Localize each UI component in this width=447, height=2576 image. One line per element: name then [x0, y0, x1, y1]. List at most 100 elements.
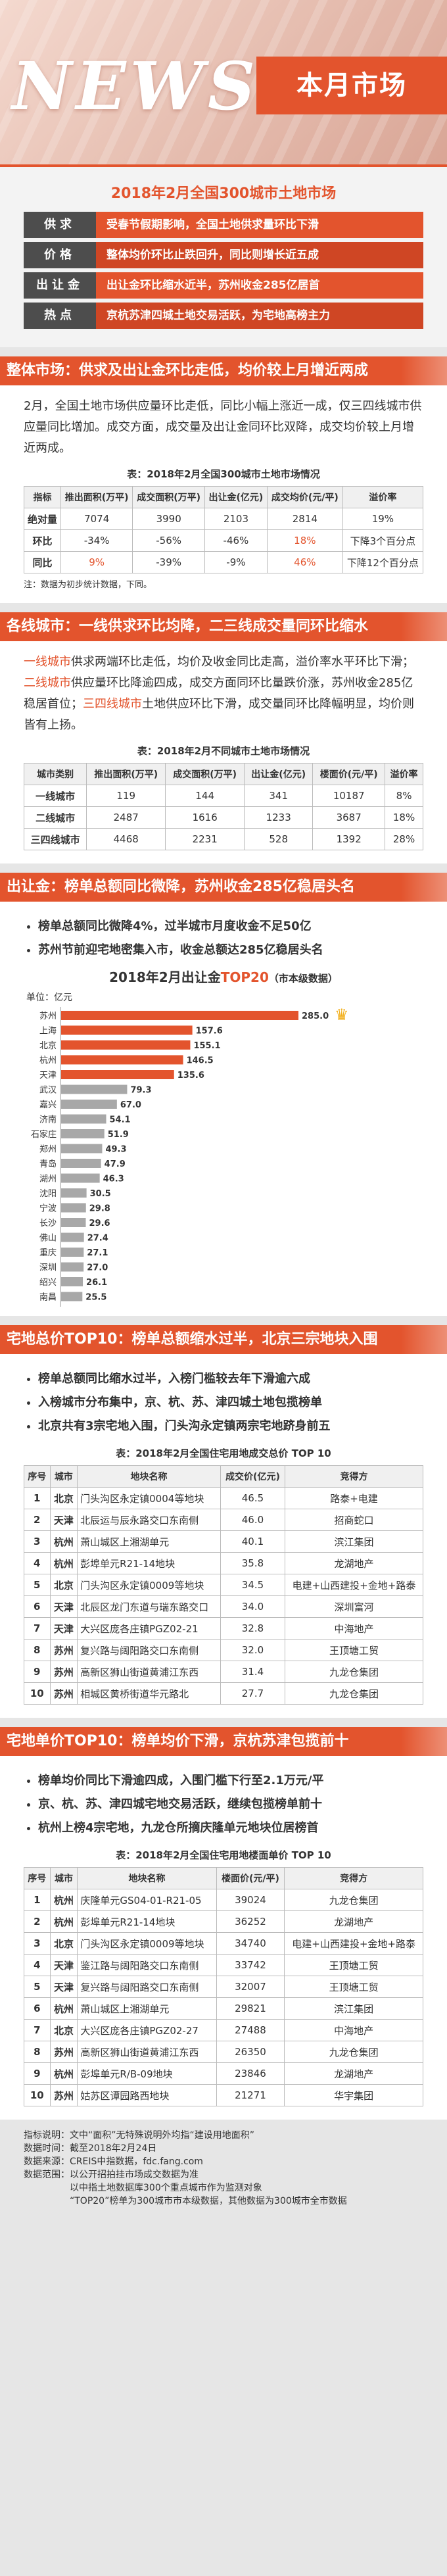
table-cell: -56% — [132, 529, 205, 552]
footer-line: “TOP20”榜单为300城市市本级数据，其他数据为300城市全市数据 — [24, 2196, 347, 2206]
table-cell: 王顶塘工贸 — [284, 1954, 423, 1976]
table-caption: 表：2018年2月全国住宅用地成交总价 TOP 10 — [116, 1447, 331, 1459]
footer-line: 指标说明：文中“面积”无特殊说明外均指“建设用地面积” — [24, 2130, 255, 2141]
table-cell: 招商蛇口 — [284, 1509, 424, 1531]
footer-line: 数据来源：CREIS中指数据，fdc.fang.com — [24, 2156, 203, 2167]
table-cell: 龙湖地产 — [284, 1910, 423, 1933]
tier2-text: 供应量环比降逾四成，成交方面同环比量跌价涨，苏州收金285亿稳居首位； — [24, 676, 413, 711]
table-cell: 27.7 — [220, 1682, 285, 1705]
table-cell: 35.8 — [220, 1552, 285, 1574]
value-label: 25.5 — [85, 1293, 106, 1303]
table-cell: 王顶塘工贸 — [284, 1639, 424, 1661]
table-cell: 4 — [24, 1954, 51, 1976]
bar — [61, 1188, 87, 1198]
table-cell: 北辰运与辰永路交口东南侧 — [77, 1509, 221, 1531]
value-label: 27.0 — [87, 1263, 108, 1273]
table-cell: 9% — [60, 551, 133, 573]
table-cell: 1616 — [165, 806, 245, 829]
category-label: 宁波 — [39, 1203, 57, 1214]
table-cell: 中海地产 — [284, 1617, 424, 1640]
table-cell: 7 — [24, 2019, 51, 2041]
value-label: 27.4 — [87, 1234, 108, 1244]
table-header-cell: 成交面积(万平) — [165, 763, 245, 785]
value-label: 135.6 — [177, 1071, 204, 1081]
table-cell: 1 — [24, 1889, 51, 1911]
table-row: 绝对量 7074 3990 2103 2814 19% — [24, 508, 424, 530]
bullet-item: 榜单均价同比下滑逾四成，入围门槛下行至2.1万元/平 — [38, 1769, 423, 1793]
table-cell: 33742 — [216, 1954, 285, 1976]
summary-title: 2018年2月全国300城市土地市场 — [110, 185, 337, 202]
bullet-item: 榜单总额同比缩水过半，入榜门槛较去年下滑逾六成 — [38, 1367, 423, 1391]
table-cell: 杭州 — [49, 2062, 78, 2085]
table-cell: 龙湖地产 — [284, 2062, 423, 2085]
table-cell: 3990 — [132, 508, 205, 530]
summary-row: 热点 京杭苏津四城土地交易活跃，为宅地高榜主力 — [24, 303, 423, 329]
table-cell: 下降12个百分点 — [342, 551, 424, 573]
table-header-cell: 城市类别 — [23, 763, 87, 785]
table-cell: 23846 — [216, 2062, 285, 2085]
table-cell: 34740 — [216, 1932, 285, 1955]
table-cell: 九龙仓集团 — [284, 1889, 423, 1911]
table-row: 6 杭州 萧山城区上湘湖单元 29821 滨江集团 — [24, 1997, 423, 2020]
table-row: 一线城市 119 144 341 10187 8% — [23, 785, 423, 807]
table-row: 1 杭州 庆隆单元GS04-01-R21-05 39024 九龙仓集团 — [24, 1889, 423, 1911]
table-cell: 中海地产 — [284, 2019, 423, 2041]
table-header-cell: 指标 — [24, 486, 61, 508]
summary-row: 供求 受春节假期影响，全国土地供求量环比下滑 — [24, 212, 423, 238]
table-cell: -34% — [60, 529, 133, 552]
summary-row: 出让金 出让金环比缩水近半，苏州收金285亿居首 — [24, 272, 423, 299]
table-cell: 北京 — [49, 1932, 78, 1955]
value-label: 155.1 — [193, 1041, 220, 1051]
table-row: 8 苏州 复兴路与阔阳路交口东南侧 32.0 王顶塘工贸 — [24, 1639, 424, 1661]
table-cell: 大兴区庞各庄镇PGZ02-27 — [77, 2019, 217, 2041]
table-header-cell: 楼面价(元/平) — [312, 763, 386, 785]
table-cell: 复兴路与阔阳路交口东南侧 — [77, 1639, 221, 1661]
table-row: 9 杭州 彭埠单元R/B-09地块 23846 龙湖地产 — [24, 2062, 423, 2085]
table-header-cell: 地块名称 — [77, 1465, 221, 1488]
table-cell: 门头沟区永定镇0004等地块 — [77, 1487, 221, 1509]
table-cell: 27488 — [216, 2019, 285, 2041]
table-cell: 天津 — [49, 1595, 78, 1618]
value-label: 30.5 — [90, 1189, 111, 1199]
category-label: 上海 — [39, 1027, 57, 1036]
table-row: 7 北京 大兴区庞各庄镇PGZ02-27 27488 中海地产 — [24, 2019, 423, 2041]
table-cell: 8% — [385, 785, 423, 807]
residential-price-table: 序号 城市 地块名称 楼面价(元/平) 竞得方 1 杭州 庆隆单元GS04-01-R21-0… — [24, 1867, 423, 2106]
table-cell: 电建+山西建投+金地+路泰 — [284, 1574, 424, 1596]
table-cell: 彭埠单元R/B-09地块 — [77, 2062, 217, 2085]
table-cell: 王顶塘工贸 — [284, 1976, 423, 1998]
residential-total-table: 序号 城市 地块名称 成交价(亿元) 竞得方 1 北京 门头沟区永定镇0004等地块 46.5… — [24, 1465, 424, 1705]
table-cell: 门头沟区永定镇0009等地块 — [77, 1932, 217, 1955]
table-cell: 环比 — [24, 529, 61, 552]
table-row: 5 天津 复兴路与阔阳路交口东南侧 32007 王顶塘工贸 — [24, 1976, 423, 1998]
table-cell: 杭州 — [49, 1910, 78, 1933]
table-row: 二线城市 2487 1616 1233 3687 18% — [23, 806, 423, 829]
table-cell: 绝对量 — [24, 508, 61, 530]
tier1-text: 供求两端环比走低，均价及收金同比走高，溢价率水平环比下滑； — [71, 655, 414, 669]
category-label: 郑州 — [39, 1145, 57, 1155]
table-cell: 华宇集团 — [284, 2084, 423, 2106]
table-cell: -39% — [132, 551, 205, 573]
table-cell: 1 — [24, 1487, 51, 1509]
table-header-cell: 城市 — [49, 1867, 78, 1889]
category-label: 沈阳 — [39, 1189, 57, 1199]
table-cell: 31.4 — [220, 1661, 285, 1683]
value-label: 157.6 — [196, 1027, 223, 1036]
table-cell: 萧山城区上湘湖单元 — [77, 1997, 217, 2020]
table-row: 环比 -34% -56% -46% 18% 下降3个百分点 — [24, 529, 424, 552]
summary-value: 出让金环比缩水近半，苏州收金285亿居首 — [96, 272, 423, 299]
table-cell: 二线城市 — [23, 806, 87, 829]
category-label: 青岛 — [39, 1159, 57, 1169]
table-cell: 天津 — [49, 1976, 78, 1998]
bar — [61, 1129, 105, 1138]
city-tier-table: 城市类别 推出面积(万平) 成交面积(万平) 出让金(亿元) 楼面价(元/平) 溢价率 一… — [23, 763, 423, 850]
category-label: 深圳 — [39, 1263, 57, 1273]
table-header-cell: 竞得方 — [284, 1867, 423, 1889]
bar — [61, 1084, 128, 1094]
section-title: 出让金：榜单总额同比微降，苏州收金285亿稳居头名 — [0, 873, 447, 902]
table-row: 6 天津 北辰区龙门东道与瑞东路交口 34.0 深圳富河 — [24, 1595, 424, 1618]
table-cell: 门头沟区永定镇0009等地块 — [77, 1574, 221, 1596]
tier2-label: 二线城市 — [24, 676, 71, 690]
table-cell: 9 — [24, 2062, 51, 2085]
table-cell: 杭州 — [49, 1889, 78, 1911]
